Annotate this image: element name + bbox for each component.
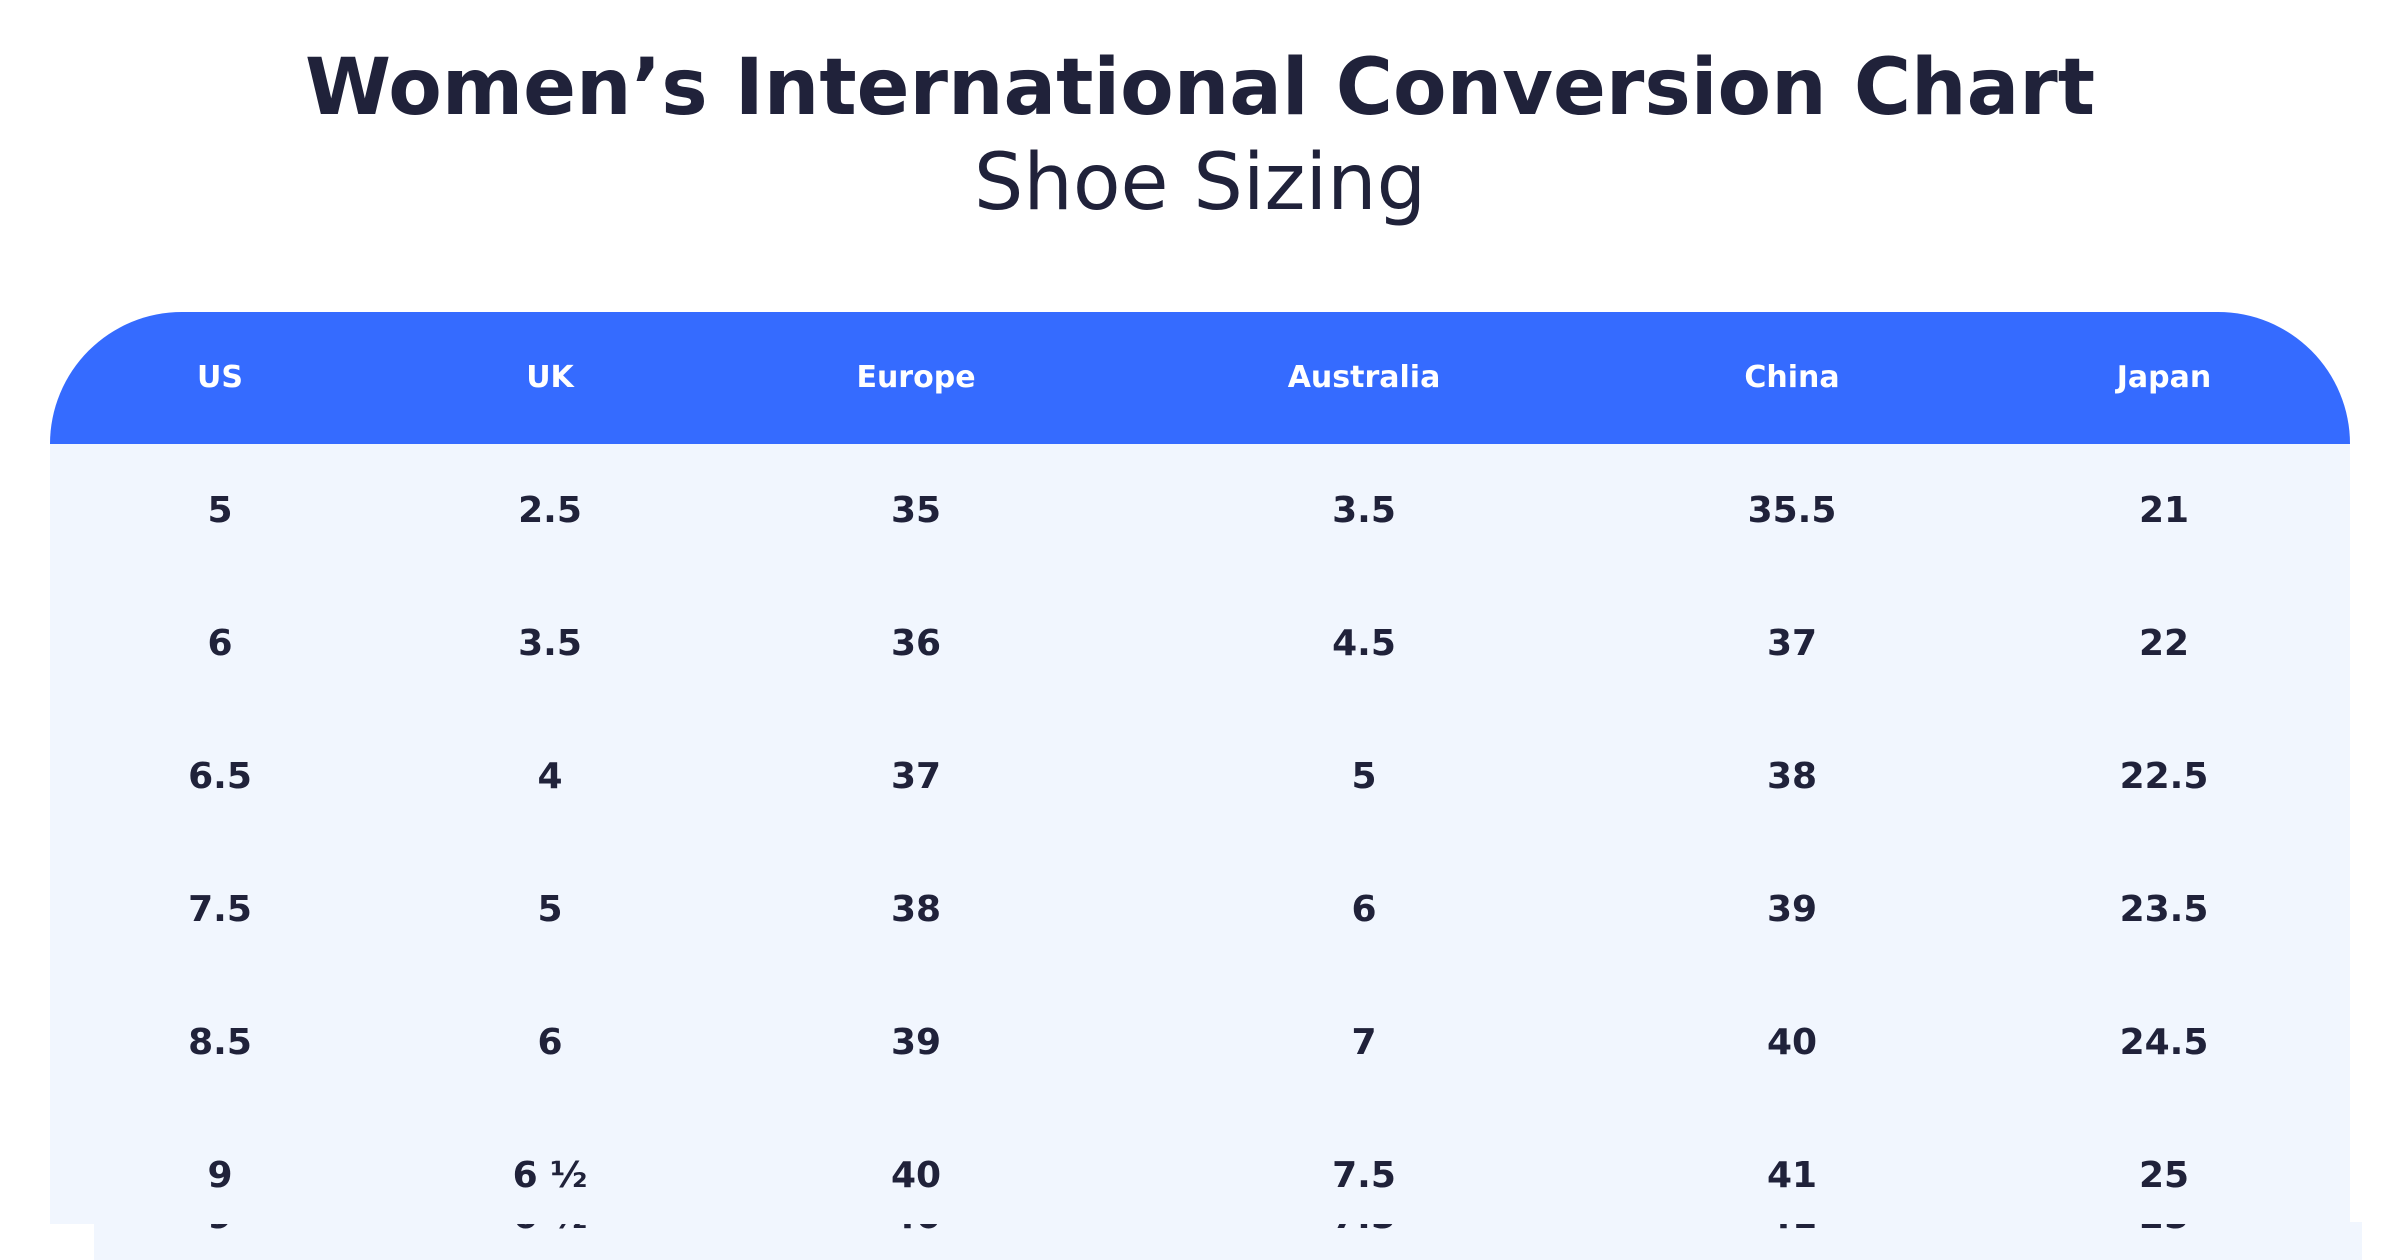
ghost-cell: 40 <box>891 1222 941 1237</box>
table-header: US UK Europe Australia China Japan <box>50 312 2350 444</box>
table-cell: 25 <box>2138 1155 2190 1196</box>
page-title: Women’s International Conversion Chart <box>305 43 2095 133</box>
table-cell: 5 <box>1351 756 1377 797</box>
ghost-cell: 6 ½ <box>513 1222 588 1237</box>
table-cell: 7 <box>1351 1022 1377 1063</box>
table-cell: 39 <box>890 1022 942 1063</box>
table-cell: 4 <box>537 756 563 797</box>
table-cell: 8.5 <box>188 1022 252 1063</box>
table-row: 5 2.5 35 3.5 35.5 21 <box>50 444 2350 577</box>
table-cell: 23.5 <box>2119 889 2209 930</box>
table-cell: 37 <box>1766 623 1818 664</box>
page-subtitle: Shoe Sizing <box>973 138 1427 228</box>
table-cell: 6.5 <box>188 756 252 797</box>
column-header-china: China <box>1744 360 1840 395</box>
table-row: 7.5 5 38 6 39 23.5 <box>50 843 2350 976</box>
table-cell: 41 <box>1766 1155 1818 1196</box>
table-cell: 6 <box>207 623 233 664</box>
table-cell: 4.5 <box>1332 623 1396 664</box>
table-cell: 38 <box>890 889 942 930</box>
table-body: 5 2.5 35 3.5 35.5 21 6 3.5 36 4.5 37 22 … <box>50 444 2350 1224</box>
column-header-uk: UK <box>526 360 574 395</box>
table-cell: 21 <box>2138 490 2190 531</box>
table-cell: 39 <box>1766 889 1818 930</box>
table-cell: 7.5 <box>1332 1155 1396 1196</box>
table-cell: 2.5 <box>518 490 582 531</box>
chart-heading: Women’s International Conversion Chart S… <box>0 38 2400 228</box>
table-cell: 22.5 <box>2119 756 2209 797</box>
table-cell: 24.5 <box>2119 1022 2209 1063</box>
table-cell: 35 <box>890 490 942 531</box>
table-cell: 7.5 <box>188 889 252 930</box>
column-header-us: US <box>197 360 243 395</box>
table-row: 6.5 4 37 5 38 22.5 <box>50 710 2350 843</box>
table-cell: 6 <box>1351 889 1377 930</box>
table-cell: 22 <box>2138 623 2190 664</box>
table-row: 8.5 6 39 7 40 24.5 <box>50 976 2350 1109</box>
table-row: 9 6 ½ 40 7.5 41 25 <box>50 1109 2350 1242</box>
table-cell: 6 <box>537 1022 563 1063</box>
ghost-cell: 41 <box>1767 1222 1817 1237</box>
size-conversion-table: US UK Europe Australia China Japan 5 2.5… <box>50 312 2350 1224</box>
table-cell: 40 <box>890 1155 942 1196</box>
table-cell: 3.5 <box>518 623 582 664</box>
table-cell: 37 <box>890 756 942 797</box>
column-header-europe: Europe <box>856 360 976 395</box>
ghost-cell: 9 <box>207 1222 232 1237</box>
table-cell: 9 <box>207 1155 233 1196</box>
table-cell: 35.5 <box>1747 490 1837 531</box>
column-header-japan: Japan <box>2116 360 2212 395</box>
table-row: 6 3.5 36 4.5 37 22 <box>50 577 2350 710</box>
table-cell: 5 <box>537 889 563 930</box>
table-cell: 6 ½ <box>512 1155 588 1196</box>
ghost-cell: 7.5 <box>1332 1222 1396 1237</box>
table-cell: 5 <box>207 490 233 531</box>
table-cell: 40 <box>1766 1022 1818 1063</box>
ghost-table-row: 9 6 ½ 40 7.5 41 25 <box>94 1222 2362 1260</box>
table-cell: 38 <box>1766 756 1818 797</box>
table-cell: 36 <box>890 623 942 664</box>
column-header-australia: Australia <box>1287 360 1441 395</box>
table-cell: 3.5 <box>1332 490 1396 531</box>
ghost-cell: 25 <box>2139 1222 2189 1237</box>
